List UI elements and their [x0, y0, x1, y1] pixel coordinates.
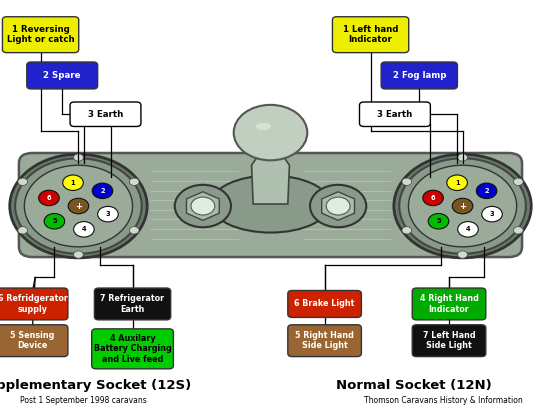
Text: 7 Left Hand
Side Light: 7 Left Hand Side Light: [423, 331, 476, 350]
Circle shape: [452, 198, 473, 214]
Circle shape: [310, 185, 366, 227]
Text: Supplementary Socket (12S): Supplementary Socket (12S): [0, 379, 191, 392]
Circle shape: [15, 158, 142, 254]
Circle shape: [38, 190, 59, 206]
Circle shape: [18, 227, 28, 234]
Circle shape: [74, 222, 94, 237]
Circle shape: [234, 105, 307, 160]
Polygon shape: [187, 192, 219, 220]
Text: 5 Sensing
Device: 5 Sensing Device: [10, 331, 55, 350]
FancyBboxPatch shape: [70, 102, 141, 126]
Text: 2: 2: [100, 188, 105, 194]
Text: 4: 4: [466, 226, 470, 232]
Circle shape: [98, 206, 118, 222]
Text: 6: 6: [47, 195, 51, 201]
Text: 1 Reversing
Light or catch: 1 Reversing Light or catch: [6, 25, 74, 44]
Circle shape: [24, 165, 133, 247]
Text: 6 Refridgerator
supply: 6 Refridgerator supply: [0, 294, 68, 314]
Text: 4: 4: [82, 226, 86, 232]
Circle shape: [423, 190, 443, 206]
Circle shape: [129, 178, 139, 185]
FancyBboxPatch shape: [288, 290, 361, 317]
Circle shape: [447, 175, 467, 191]
Text: 3: 3: [490, 211, 494, 217]
Text: 6: 6: [431, 195, 436, 201]
Text: Post 1 September 1998 caravans: Post 1 September 1998 caravans: [21, 396, 147, 405]
Circle shape: [18, 178, 28, 185]
Polygon shape: [252, 155, 289, 204]
Text: 3: 3: [105, 211, 110, 217]
Circle shape: [191, 197, 215, 215]
Text: +: +: [459, 202, 466, 211]
Circle shape: [482, 206, 503, 222]
FancyBboxPatch shape: [94, 288, 171, 320]
Circle shape: [74, 251, 83, 258]
Circle shape: [10, 154, 147, 258]
FancyBboxPatch shape: [0, 288, 68, 320]
Text: Normal Socket (12N): Normal Socket (12N): [336, 379, 492, 392]
Text: 1 Left hand
Indicator: 1 Left hand Indicator: [343, 25, 398, 44]
FancyBboxPatch shape: [288, 325, 361, 357]
Text: +: +: [75, 202, 82, 211]
Circle shape: [458, 222, 478, 237]
Circle shape: [394, 154, 531, 258]
Text: 3 Earth: 3 Earth: [377, 110, 413, 119]
Circle shape: [44, 213, 65, 229]
Circle shape: [399, 158, 526, 254]
Circle shape: [476, 183, 497, 199]
Circle shape: [408, 165, 517, 247]
Text: 3 Earth: 3 Earth: [88, 110, 123, 119]
Text: 1: 1: [71, 180, 75, 186]
FancyBboxPatch shape: [91, 329, 173, 369]
Circle shape: [458, 251, 467, 258]
Circle shape: [402, 227, 412, 234]
Text: 6 Brake Light: 6 Brake Light: [294, 299, 355, 308]
FancyBboxPatch shape: [381, 62, 458, 89]
Text: 2 Fog lamp: 2 Fog lamp: [393, 71, 446, 80]
FancyBboxPatch shape: [19, 153, 522, 257]
Text: 1: 1: [455, 180, 459, 186]
FancyBboxPatch shape: [2, 17, 79, 53]
Text: 5: 5: [52, 218, 57, 224]
Circle shape: [513, 227, 523, 234]
Text: 2: 2: [484, 188, 489, 194]
Text: 5: 5: [436, 218, 441, 224]
Circle shape: [74, 154, 83, 161]
Ellipse shape: [256, 123, 271, 130]
FancyBboxPatch shape: [412, 325, 486, 357]
Text: 2 Spare: 2 Spare: [43, 71, 81, 80]
Circle shape: [175, 185, 231, 227]
FancyBboxPatch shape: [27, 62, 97, 89]
Circle shape: [428, 213, 449, 229]
Circle shape: [513, 178, 523, 185]
Text: Thomson Caravans History & Information: Thomson Caravans History & Information: [364, 396, 523, 405]
Ellipse shape: [211, 175, 330, 233]
Circle shape: [458, 154, 467, 161]
Circle shape: [402, 178, 412, 185]
Circle shape: [326, 197, 350, 215]
Text: 7 Refrigerator
Earth: 7 Refrigerator Earth: [101, 294, 164, 314]
FancyBboxPatch shape: [332, 17, 409, 53]
Text: 4 Right Hand
Indicator: 4 Right Hand Indicator: [420, 294, 478, 314]
Text: 5 Right Hand
Side Light: 5 Right Hand Side Light: [295, 331, 354, 350]
Circle shape: [63, 175, 83, 191]
FancyBboxPatch shape: [0, 325, 68, 357]
FancyBboxPatch shape: [412, 288, 486, 320]
Circle shape: [92, 183, 113, 199]
Polygon shape: [322, 192, 354, 220]
Circle shape: [68, 198, 89, 214]
Circle shape: [129, 227, 139, 234]
FancyBboxPatch shape: [359, 102, 431, 126]
Text: 4 Auxilary
Battery Charging
and Live feed: 4 Auxilary Battery Charging and Live fee…: [94, 334, 171, 364]
